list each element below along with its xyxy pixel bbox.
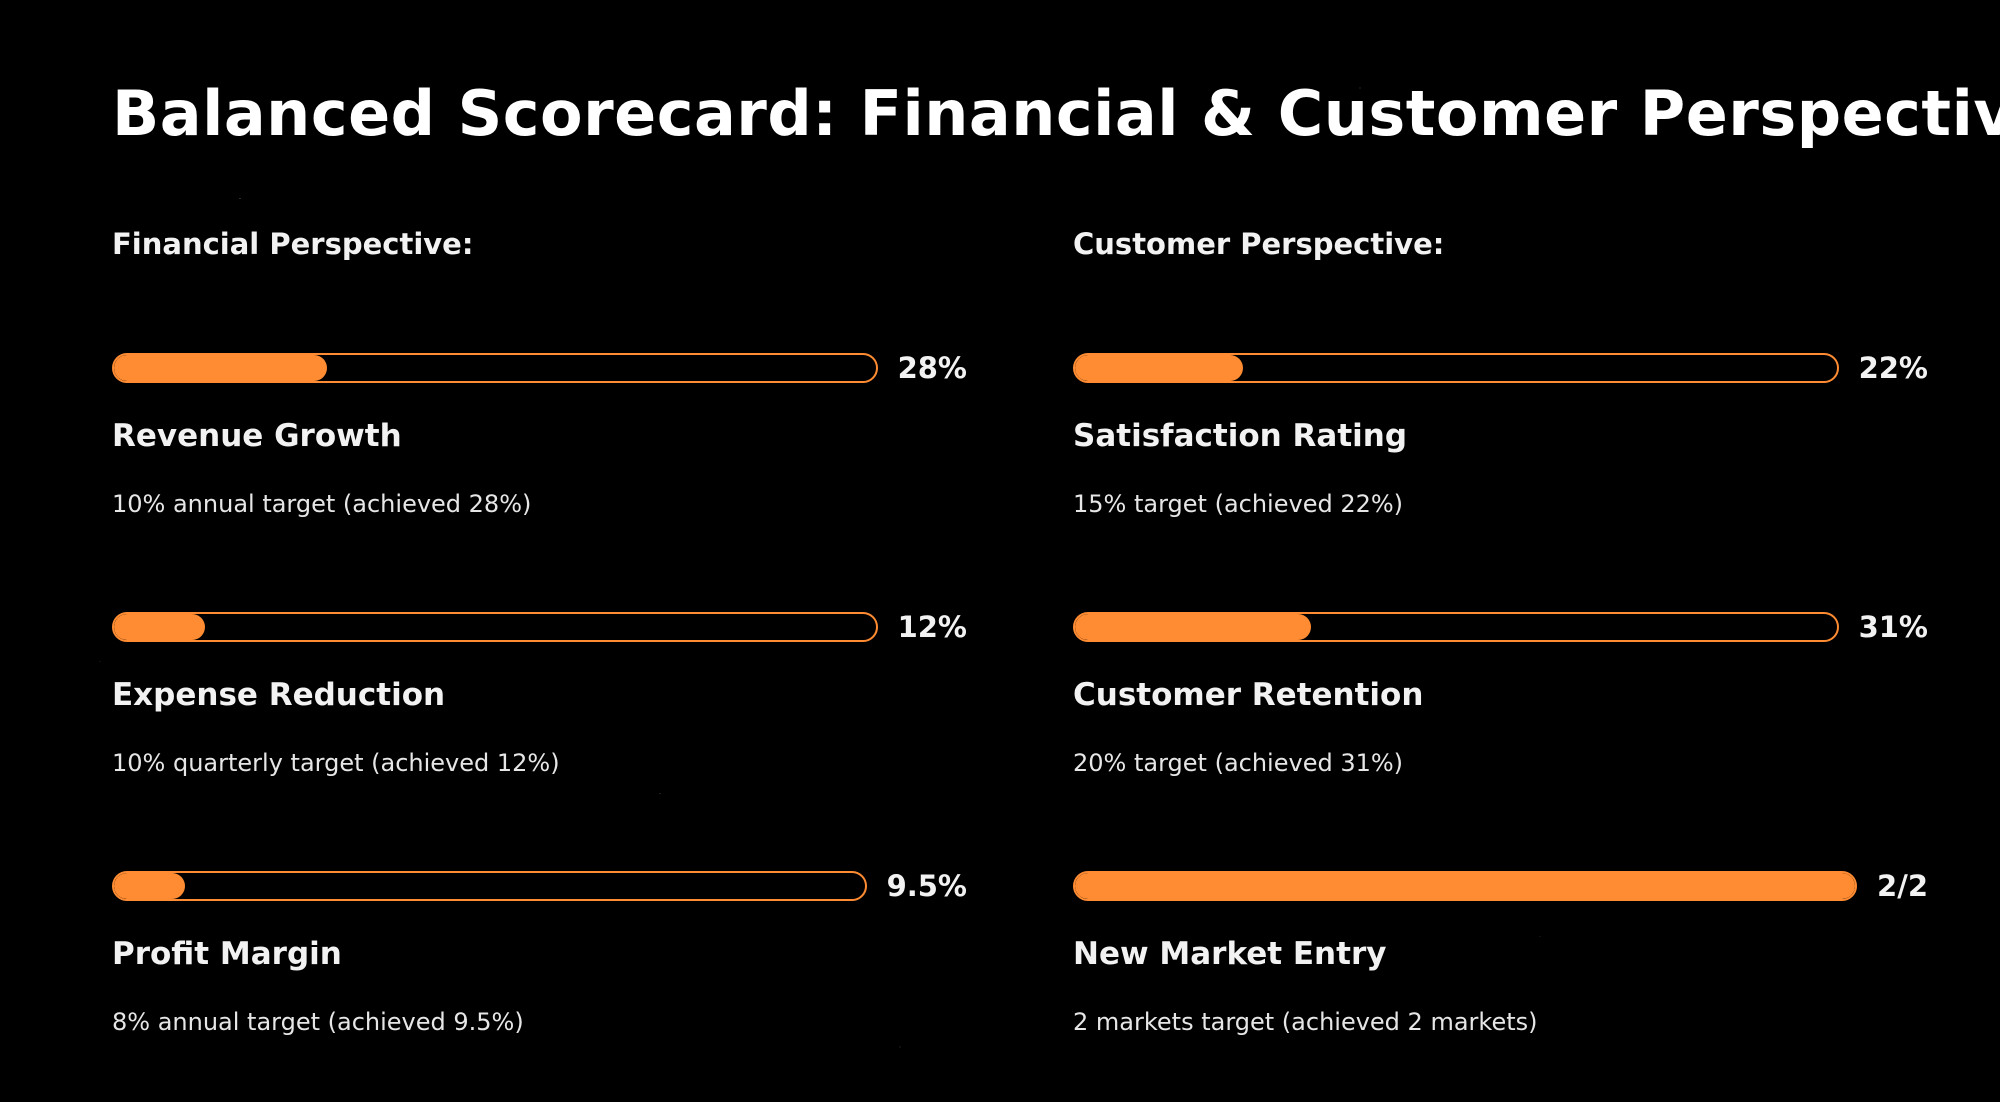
progress-value-label: 9.5% [886, 869, 967, 903]
progress-bar-row: 22% [1073, 348, 1928, 388]
progress-bar-track [112, 871, 867, 901]
customer-perspective-heading: Customer Perspective: [1073, 227, 1445, 261]
kpi-name: Profit Margin [112, 936, 342, 972]
kpi-name: Revenue Growth [112, 418, 402, 454]
kpi-description: 10% quarterly target (achieved 12%) [112, 749, 560, 777]
kpi-new-market-entry: 2/2 New Market Entry 2 markets target (a… [1073, 784, 1928, 1043]
progress-bar-fill [114, 873, 186, 899]
kpi-description: 8% annual target (achieved 9.5%) [112, 1008, 524, 1036]
kpi-name: Expense Reduction [112, 677, 446, 713]
progress-bar-track [112, 612, 878, 642]
progress-bar-row: 28% [112, 348, 967, 388]
kpi-customer-retention: 31% Customer Retention 20% target (achie… [1073, 525, 1928, 784]
progress-value-label: 28% [897, 351, 967, 385]
kpi-description: 10% annual target (achieved 28%) [112, 490, 532, 518]
kpi-satisfaction-rating: 22% Satisfaction Rating 15% target (achi… [1073, 266, 1928, 525]
kpi-name: Customer Retention [1073, 677, 1424, 713]
kpi-description: 2 markets target (achieved 2 markets) [1073, 1008, 1538, 1036]
progress-bar-fill [1075, 355, 1243, 381]
progress-value-label: 12% [897, 610, 967, 644]
progress-bar-track [1073, 612, 1839, 642]
kpi-description: 20% target (achieved 31%) [1073, 749, 1404, 777]
progress-bar-fill [1075, 614, 1312, 640]
kpi-revenue-growth: 28% Revenue Growth 10% annual target (ac… [112, 266, 967, 525]
progress-bar-row: 12% [112, 607, 967, 647]
progress-bar-fill [1075, 873, 1855, 899]
progress-bar-row: 9.5% [112, 866, 967, 906]
progress-value-label: 22% [1858, 351, 1928, 385]
progress-bar-track [1073, 871, 1857, 901]
progress-bar-track [1073, 353, 1839, 383]
kpi-profit-margin: 9.5% Profit Margin 8% annual target (ach… [112, 784, 967, 1043]
financial-perspective-column: Financial Perspective: 28% Revenue Growt… [112, 222, 967, 1043]
kpi-name: Satisfaction Rating [1073, 418, 1408, 454]
kpi-name: New Market Entry [1073, 936, 1387, 972]
progress-bar-fill [114, 355, 328, 381]
slide-title: Balanced Scorecard: Financial & Customer… [112, 77, 2000, 150]
progress-bar-row: 2/2 [1073, 866, 1928, 906]
customer-perspective-column: Customer Perspective: 22% Satisfaction R… [1073, 222, 1928, 1043]
progress-bar-row: 31% [1073, 607, 1928, 647]
progress-bar-fill [114, 614, 206, 640]
progress-value-label: 2/2 [1877, 869, 1928, 903]
kpi-expense-reduction: 12% Expense Reduction 10% quarterly targ… [112, 525, 967, 784]
progress-bar-track [112, 353, 878, 383]
progress-value-label: 31% [1858, 610, 1928, 644]
financial-perspective-heading: Financial Perspective: [112, 227, 474, 261]
kpi-description: 15% target (achieved 22%) [1073, 490, 1404, 518]
